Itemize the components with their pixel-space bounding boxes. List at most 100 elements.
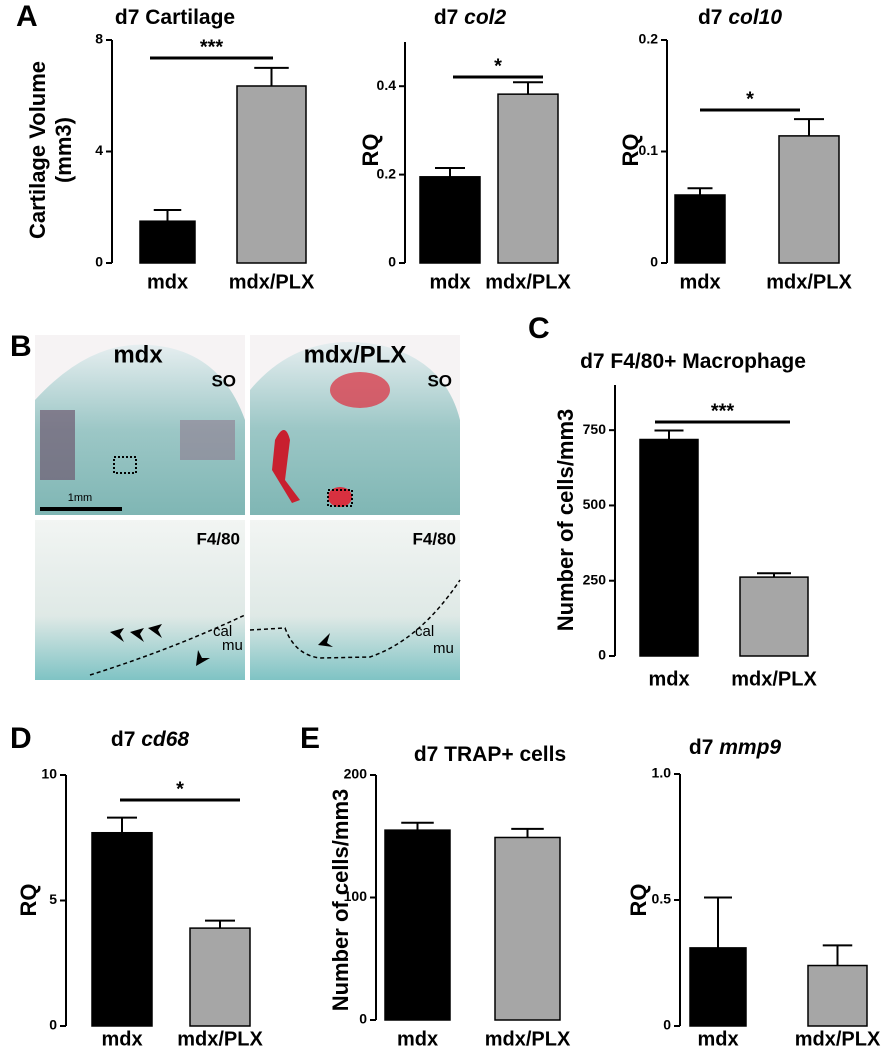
stain-label: SO bbox=[211, 371, 236, 390]
chart: d7 mmp9 RQ 0 0.5 1.0 mdx mdx/PLX bbox=[626, 736, 881, 1050]
x-tick-label: mdx bbox=[397, 1028, 438, 1050]
y-tick-label: 0.2 bbox=[639, 31, 659, 47]
tissue bbox=[35, 344, 245, 515]
y-axis-label: RQ bbox=[16, 884, 41, 917]
chart-title: d7 mmp9 bbox=[689, 736, 782, 759]
histology: mdx mdx/PLX SO SO F4/80 F4/80 1mm cal mu… bbox=[35, 335, 461, 680]
region-label: mu bbox=[433, 640, 454, 657]
bar bbox=[739, 576, 809, 657]
x-tick-label: mdx/PLX bbox=[177, 1028, 263, 1050]
bar bbox=[639, 438, 699, 657]
y-tick-label: 0 bbox=[95, 254, 103, 270]
x-tick-label: mdx bbox=[429, 271, 470, 293]
y-tick-label: 0 bbox=[388, 254, 396, 270]
y-axis-label: RQ bbox=[358, 134, 383, 167]
title-text: d7 bbox=[698, 6, 728, 29]
y-tick-label: 0.5 bbox=[652, 891, 672, 907]
y-tick-label: 0 bbox=[650, 254, 658, 270]
bar bbox=[139, 220, 196, 264]
y-tick-label: 200 bbox=[344, 766, 368, 782]
stain-label: F4/80 bbox=[413, 529, 456, 548]
title-gene: mmp9 bbox=[719, 736, 781, 759]
panel-letter: D bbox=[10, 722, 32, 755]
y-axis-label: Number of cells/mm3 bbox=[328, 789, 353, 1012]
column-label: mdx/PLX bbox=[304, 341, 407, 368]
x-tick-label: mdx/PLX bbox=[229, 271, 315, 293]
panel-letter: A bbox=[16, 0, 38, 33]
y-tick-label: 8 bbox=[95, 31, 103, 47]
panel-letter: C bbox=[528, 312, 550, 345]
significance-label: * bbox=[176, 778, 184, 800]
chart-title: d7 col10 bbox=[698, 6, 782, 29]
chart: d7 F4/80+ Macrophage Number of cells/mm3 0… bbox=[553, 350, 818, 691]
title-gene: col10 bbox=[728, 6, 782, 29]
title-text: d7 bbox=[689, 736, 719, 759]
region-label: cal bbox=[415, 623, 434, 640]
bar bbox=[497, 93, 559, 264]
significance-label: * bbox=[746, 88, 754, 110]
chart-title: d7 F4/80+ Macrophage bbox=[580, 350, 806, 373]
chart-title: d7 col2 bbox=[434, 6, 507, 29]
y-tick-label: 0.4 bbox=[377, 77, 397, 93]
y-axis-label: (mm3) bbox=[51, 117, 76, 183]
x-tick-label: mdx/PLX bbox=[795, 1028, 881, 1050]
chart-title: d7 TRAP+ cells bbox=[414, 743, 566, 766]
y-tick-label: 500 bbox=[583, 496, 607, 512]
chart: d7 col10 RQ 0 0.1 0.2 mdx mdx/PLX * bbox=[618, 6, 853, 294]
bar bbox=[778, 135, 840, 264]
tissue bbox=[250, 342, 460, 515]
tissue bbox=[40, 410, 75, 480]
title-gene: cd68 bbox=[141, 728, 189, 751]
column-label: mdx bbox=[113, 341, 163, 368]
title-text: d7 bbox=[434, 6, 464, 29]
tissue bbox=[180, 420, 235, 460]
x-tick-label: mdx bbox=[679, 271, 720, 293]
y-tick-label: 250 bbox=[583, 571, 607, 587]
bar bbox=[674, 194, 726, 264]
y-tick-label: 5 bbox=[49, 891, 57, 907]
x-tick-label: mdx bbox=[101, 1028, 142, 1050]
bar bbox=[494, 836, 561, 1021]
boundary bbox=[89, 614, 246, 676]
region-label: mu bbox=[222, 637, 243, 654]
stain bbox=[330, 372, 390, 408]
title-text: d7 Cartilage bbox=[115, 6, 235, 29]
stain bbox=[272, 430, 300, 503]
bar bbox=[236, 85, 307, 264]
boundary bbox=[249, 579, 461, 659]
x-tick-label: mdx/PLX bbox=[766, 271, 852, 293]
chart: d7 TRAP+ cells Number of cells/mm3 0 100 200… bbox=[328, 743, 571, 1050]
inset-box bbox=[113, 456, 137, 474]
significance-label: *** bbox=[711, 400, 735, 422]
panel-letter: B bbox=[10, 330, 32, 363]
y-axis-label: Cartilage Volume bbox=[25, 61, 50, 239]
bar bbox=[807, 964, 868, 1027]
y-tick-label: 750 bbox=[583, 421, 607, 437]
y-tick-label: 0 bbox=[359, 1011, 367, 1027]
image bbox=[35, 520, 245, 680]
bar bbox=[91, 831, 153, 1027]
panel-letter: E bbox=[300, 722, 320, 755]
image bbox=[250, 520, 460, 680]
bar bbox=[189, 927, 251, 1027]
bar bbox=[384, 829, 451, 1021]
y-axis-label: RQ bbox=[618, 134, 643, 167]
y-tick-label: 0 bbox=[663, 1017, 671, 1033]
y-axis-label: Number of cells/mm3 bbox=[553, 409, 578, 632]
y-tick-label: 10 bbox=[41, 766, 57, 782]
chart-title: d7 cd68 bbox=[111, 728, 190, 751]
x-tick-label: mdx bbox=[147, 271, 188, 293]
x-tick-label: mdx/PLX bbox=[485, 271, 571, 293]
y-tick-label: 0 bbox=[49, 1017, 57, 1033]
bar bbox=[419, 176, 481, 264]
title-text: d7 F4/80+ Macrophage bbox=[580, 350, 806, 373]
significance-label: *** bbox=[200, 36, 224, 58]
chart: d7 col2 RQ 0 0.2 0.4 mdx mdx/PLX * bbox=[358, 6, 572, 294]
y-tick-label: 1.0 bbox=[652, 765, 672, 781]
y-axis-label: RQ bbox=[626, 884, 651, 917]
inset-box bbox=[327, 489, 353, 507]
y-tick-label: 0.1 bbox=[639, 142, 659, 158]
y-tick-label: 4 bbox=[95, 142, 103, 158]
x-tick-label: mdx/PLX bbox=[485, 1028, 571, 1050]
